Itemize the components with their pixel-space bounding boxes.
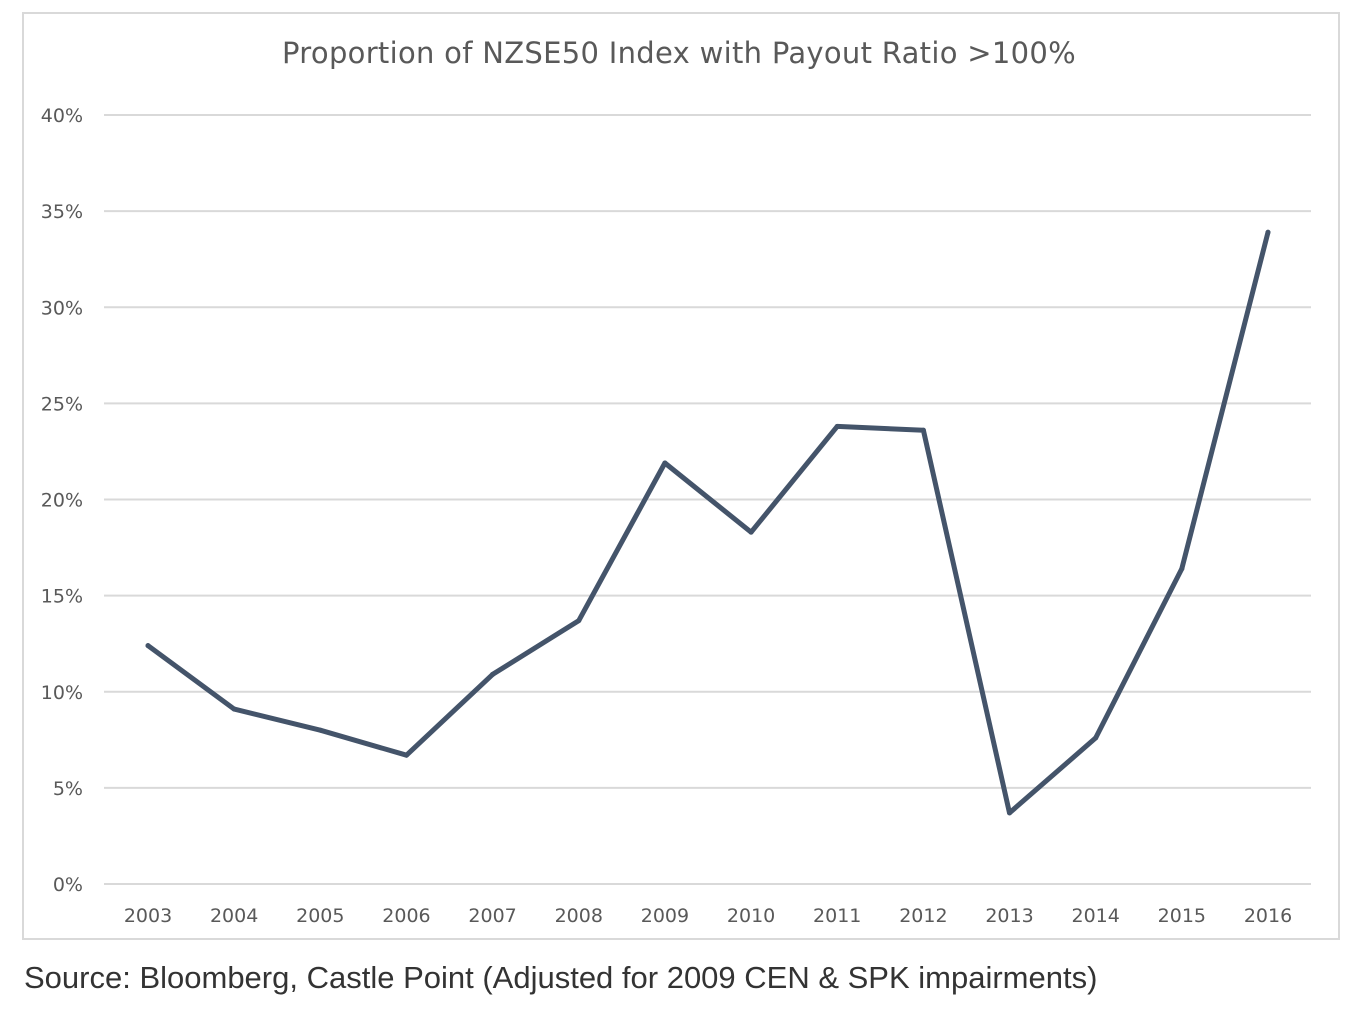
x-tick-label: 2014 — [1072, 905, 1120, 927]
x-tick-label: 2008 — [555, 905, 603, 927]
x-tick-label: 2003 — [124, 905, 172, 927]
y-tick-label: 20% — [41, 490, 83, 512]
series-line — [145, 229, 1271, 816]
x-tick-label: 2005 — [296, 905, 344, 927]
y-tick-label: 0% — [53, 874, 83, 896]
x-tick-label: 2012 — [899, 905, 947, 927]
y-tick-label: 5% — [53, 778, 83, 800]
chart-title: Proportion of NZSE50 Index with Payout R… — [282, 36, 1076, 70]
y-tick-label: 10% — [41, 682, 83, 704]
y-tick-label: 25% — [41, 393, 83, 415]
x-tick-label: 2004 — [210, 905, 258, 927]
series-layer — [145, 229, 1271, 816]
y-axis-tick-labels: 0% 5% 10% 15% 20% 25% 30% 35% 40% — [41, 105, 83, 896]
data-point-2008 — [576, 618, 582, 624]
data-point-2009 — [662, 460, 668, 466]
y-tick-label: 30% — [41, 297, 83, 319]
x-tick-label: 2007 — [468, 905, 516, 927]
x-tick-label: 2013 — [985, 905, 1033, 927]
data-point-2004 — [231, 706, 237, 712]
x-tick-label: 2015 — [1158, 905, 1206, 927]
x-tick-label: 2009 — [641, 905, 689, 927]
y-tick-label: 15% — [41, 586, 83, 608]
x-tick-label: 2016 — [1244, 905, 1292, 927]
data-point-2015 — [1179, 566, 1185, 572]
data-point-2011 — [834, 423, 840, 429]
gridlines — [104, 114, 1311, 885]
x-tick-label: 2010 — [727, 905, 775, 927]
data-point-2005 — [317, 727, 323, 733]
data-point-2014 — [1093, 735, 1099, 741]
x-axis-tick-labels: 2003 2004 2005 2006 2007 2008 2009 2010 2011 2012… — [124, 905, 1292, 927]
source-note: Source: Bloomberg, Castle Point (Adjuste… — [24, 960, 1098, 995]
data-point-2010 — [748, 529, 754, 535]
data-point-2013 — [1007, 810, 1013, 816]
data-point-2016 — [1265, 229, 1271, 235]
x-tick-label: 2011 — [813, 905, 861, 927]
data-point-2007 — [490, 671, 496, 677]
data-point-2003 — [145, 643, 151, 649]
x-tick-label: 2006 — [382, 905, 430, 927]
y-tick-label: 40% — [41, 105, 83, 127]
data-point-2012 — [920, 427, 926, 433]
y-tick-label: 35% — [41, 201, 83, 223]
data-point-2006 — [403, 752, 409, 758]
